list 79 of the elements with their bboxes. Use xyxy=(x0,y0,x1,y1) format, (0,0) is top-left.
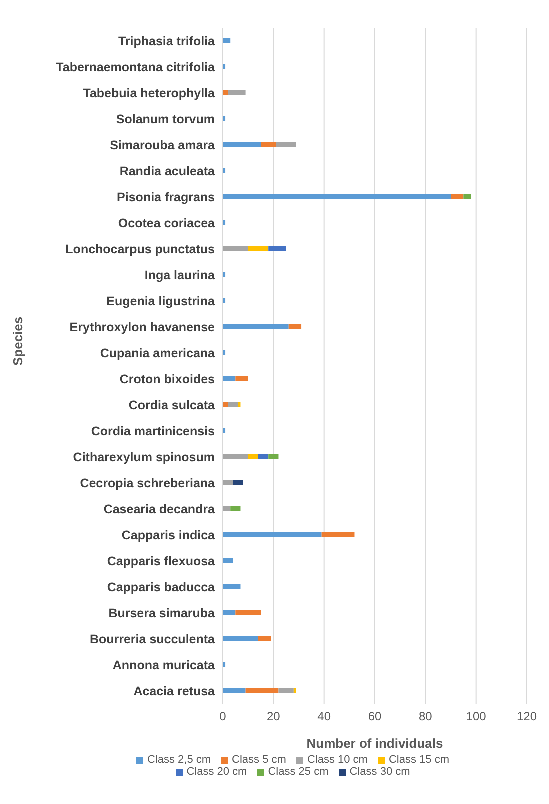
y-tick-label: Triphasia trifolia xyxy=(118,34,216,48)
x-axis-title: Number of individuals xyxy=(306,736,444,751)
y-tick-label: Citharexylum spinosum xyxy=(73,450,215,464)
bar xyxy=(451,194,464,200)
y-tick-label: Croton bixoides xyxy=(120,372,216,386)
legend-label: Class 5 cm xyxy=(232,754,286,766)
y-tick-label: Lonchocarpus punctatus xyxy=(66,242,216,256)
y-tick-label: Simarouba amara xyxy=(110,138,216,152)
y-axis-title: Species xyxy=(10,316,26,366)
x-tick-label: 80 xyxy=(418,710,433,724)
x-tick-label: 100 xyxy=(466,710,487,724)
bar xyxy=(223,376,236,382)
y-tick-label: Acacia retusa xyxy=(134,684,216,698)
bar xyxy=(276,142,296,148)
y-tick-label: Tabernaemontana citrifolia xyxy=(56,60,216,74)
bar xyxy=(246,688,279,694)
bar xyxy=(238,402,241,408)
bar xyxy=(228,402,238,408)
x-tick-label: 60 xyxy=(368,710,382,724)
bar xyxy=(268,246,286,252)
legend-label: Class 25 cm xyxy=(268,766,329,778)
bar xyxy=(223,584,241,590)
bar xyxy=(261,142,276,148)
bar xyxy=(223,142,261,148)
y-tick-label: Tabebuia heterophylla xyxy=(83,86,216,100)
legend-label: Class 15 cm xyxy=(388,754,450,766)
y-tick-label: Eugenia ligustrina xyxy=(106,294,216,308)
bar xyxy=(236,376,248,382)
bar xyxy=(223,480,234,486)
bar xyxy=(236,610,261,616)
bar xyxy=(288,324,302,330)
legend-label: Class 10 cm xyxy=(307,754,368,766)
bar xyxy=(278,688,294,694)
x-tick-label: 20 xyxy=(266,710,281,724)
bar xyxy=(258,454,269,460)
y-tick-label: Capparis indica xyxy=(122,528,216,542)
bar xyxy=(230,506,241,512)
bar xyxy=(223,610,236,616)
bar xyxy=(233,480,244,486)
bar xyxy=(223,324,289,330)
bar xyxy=(223,246,248,252)
bar xyxy=(464,194,472,200)
bar xyxy=(223,454,248,460)
y-tick-label: Capparis baducca xyxy=(107,580,216,594)
y-tick-label: Pisonia fragrans xyxy=(117,190,216,204)
bar xyxy=(248,246,269,252)
bar xyxy=(223,194,451,200)
bar xyxy=(223,506,231,512)
x-tick-label: 120 xyxy=(516,710,538,724)
y-tick-label: Inga laurina xyxy=(144,268,216,282)
bar xyxy=(268,454,279,460)
y-tick-label: Solanum torvum xyxy=(116,112,215,126)
y-tick-label: Bursera simaruba xyxy=(108,606,216,620)
bar xyxy=(223,558,234,564)
bar xyxy=(294,688,296,694)
legend-label: Class 20 cm xyxy=(186,766,248,778)
legend-label: Class 2,5 cm xyxy=(147,754,212,766)
bar xyxy=(223,532,322,538)
bar xyxy=(228,90,246,96)
y-tick-label: Erythroxylon havanense xyxy=(70,320,216,334)
bar xyxy=(223,636,258,642)
x-tick-label: 0 xyxy=(220,710,227,724)
x-tick-label: 40 xyxy=(318,710,332,724)
bar xyxy=(322,532,355,538)
y-tick-label: Randia aculeata xyxy=(120,164,216,178)
legend-label: Class 30 cm xyxy=(350,766,410,778)
y-tick-label: Cupania americana xyxy=(100,346,216,360)
y-tick-label: Cordia sulcata xyxy=(128,398,216,412)
bar xyxy=(248,454,258,460)
y-tick-label: Cecropia schreberiana xyxy=(80,476,216,490)
y-tick-label: Casearia decandra xyxy=(104,502,216,516)
y-tick-label: Capparis flexuosa xyxy=(107,554,216,568)
y-tick-label: Cordia martinicensis xyxy=(91,424,216,438)
bar xyxy=(258,636,272,642)
y-tick-label: Ocotea coriacea xyxy=(118,216,216,230)
y-tick-label: Annona muricata xyxy=(112,658,216,672)
bar xyxy=(223,688,246,694)
y-tick-label: Bourreria succulenta xyxy=(90,632,216,646)
bar xyxy=(223,38,231,44)
